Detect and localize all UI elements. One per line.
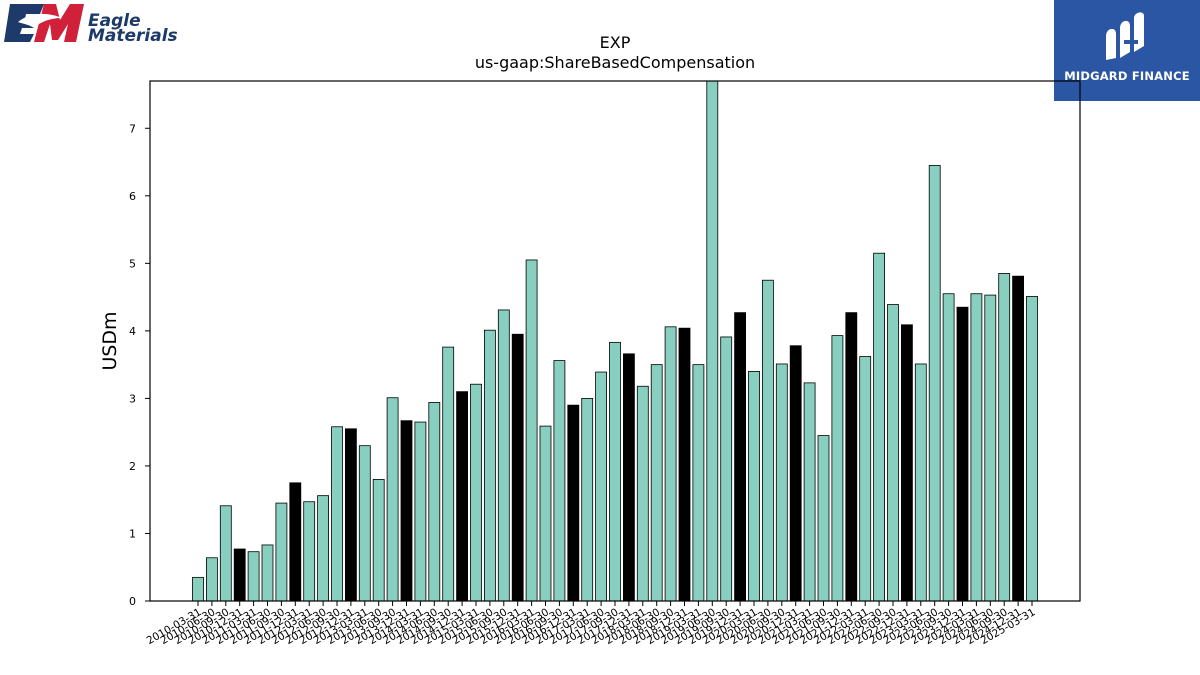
bar-2016-06-30 xyxy=(539,425,552,602)
bar-2012-06-30 xyxy=(317,495,330,602)
bar-2013-03-31 xyxy=(358,445,371,602)
bar-2018-06-30 xyxy=(650,364,663,602)
bar-2013-06-30 xyxy=(372,479,385,602)
bar-2013-09-30 xyxy=(386,397,399,602)
bar-2015-03-31 xyxy=(470,383,482,602)
bar-2021-12-31 xyxy=(845,312,858,602)
bar-2024-03-31 xyxy=(970,293,983,602)
bar-2020-03-31 xyxy=(748,370,760,602)
y-tick-label-1: 1 xyxy=(129,527,136,540)
bar-2020-12-31 xyxy=(789,345,802,602)
bar-2010-03-31 xyxy=(192,576,204,602)
bar-2017-09-30 xyxy=(609,341,621,602)
midgard-finance-text: MIDGARD FINANCE xyxy=(1064,69,1190,83)
bar-2018-09-30 xyxy=(664,326,677,602)
bar-2012-12-31 xyxy=(344,428,357,602)
bar-2020-09-30 xyxy=(775,363,788,602)
bar-2015-12-31 xyxy=(511,333,524,602)
logo-text-line2: Materials xyxy=(88,26,178,46)
bar-2011-12-31 xyxy=(289,482,302,602)
bar-2021-06-30 xyxy=(817,435,830,602)
bar-2025-03-31 xyxy=(1026,296,1038,602)
bar-2012-03-31 xyxy=(303,501,316,602)
eagle-materials-logo: Eagle Materials xyxy=(4,4,178,48)
bar-2010-12-31 xyxy=(233,548,246,602)
bar-2015-06-30 xyxy=(483,329,496,602)
bars-group xyxy=(192,80,1038,602)
plot-frame xyxy=(149,80,1081,602)
bar-2024-09-30 xyxy=(998,273,1011,602)
y-tick-label-3: 3 xyxy=(129,392,136,405)
bar-2014-03-31 xyxy=(414,421,427,602)
bar-2016-09-30 xyxy=(553,360,566,602)
bar-2010-09-30 xyxy=(219,505,232,602)
y-tick-label-6: 6 xyxy=(129,190,136,203)
bar-2023-03-31 xyxy=(914,363,927,602)
bar-2021-09-30 xyxy=(831,335,844,602)
bar-2024-12-31 xyxy=(1012,275,1024,602)
y-tick-label-2: 2 xyxy=(129,460,136,473)
midgard-emblem-icon xyxy=(1106,12,1144,60)
bar-2022-03-31 xyxy=(859,356,872,602)
bar-2011-06-30 xyxy=(261,544,274,602)
y-tick-label-4: 4 xyxy=(129,325,136,338)
bar-2023-09-30 xyxy=(942,293,955,602)
bar-2022-09-30 xyxy=(887,304,899,602)
bar-2017-06-30 xyxy=(595,371,607,602)
bar-2019-06-30 xyxy=(706,80,719,602)
bar-2022-06-30 xyxy=(873,252,885,602)
y-tick-label-0: 0 xyxy=(129,595,136,608)
y-tick-label-5: 5 xyxy=(129,257,136,270)
bar-2019-12-31 xyxy=(734,312,746,602)
y-axis-label: USDm xyxy=(99,311,121,370)
bar-2013-12-31 xyxy=(400,420,413,602)
bar-2010-06-30 xyxy=(205,557,218,602)
bar-2021-03-31 xyxy=(803,382,816,602)
logo-text-line1: Eagle xyxy=(88,11,141,31)
bar-2012-09-30 xyxy=(331,426,343,602)
y-tick-label-7: 7 xyxy=(129,122,136,135)
bar-2018-03-31 xyxy=(636,385,649,602)
bar-2016-03-31 xyxy=(525,259,538,602)
bar-2024-06-30 xyxy=(984,294,997,602)
bar-2019-03-31 xyxy=(692,364,705,602)
bar-2011-09-30 xyxy=(275,502,288,602)
bar-2017-12-31 xyxy=(623,353,635,602)
bar-2016-12-31 xyxy=(567,404,580,602)
eagle-materials-emblem-icon xyxy=(4,4,84,42)
bar-2011-03-31 xyxy=(247,551,260,602)
x-axis: 2010-03-312010-06-302010-09-302010-12-31… xyxy=(145,601,1038,647)
bar-2017-03-31 xyxy=(581,397,594,602)
bar-2023-12-31 xyxy=(956,306,969,602)
chart-subtitle: us-gaap:ShareBasedCompensation xyxy=(475,53,755,72)
bar-2019-09-30 xyxy=(720,336,733,602)
bar-2022-12-31 xyxy=(901,324,913,602)
y-axis: 0 1 2 3 4 5 6 7 xyxy=(129,122,150,608)
bar-2014-06-30 xyxy=(428,402,441,602)
chart-title: EXP xyxy=(600,33,631,52)
bar-2014-12-31 xyxy=(456,391,469,602)
midgard-finance-logo: MIDGARD FINANCE xyxy=(1054,0,1200,101)
bar-2020-06-30 xyxy=(762,279,774,602)
bar-2014-09-30 xyxy=(442,346,455,602)
bar-2015-09-30 xyxy=(497,309,510,602)
bar-2023-06-30 xyxy=(928,165,941,602)
bar-2018-12-31 xyxy=(678,327,691,602)
